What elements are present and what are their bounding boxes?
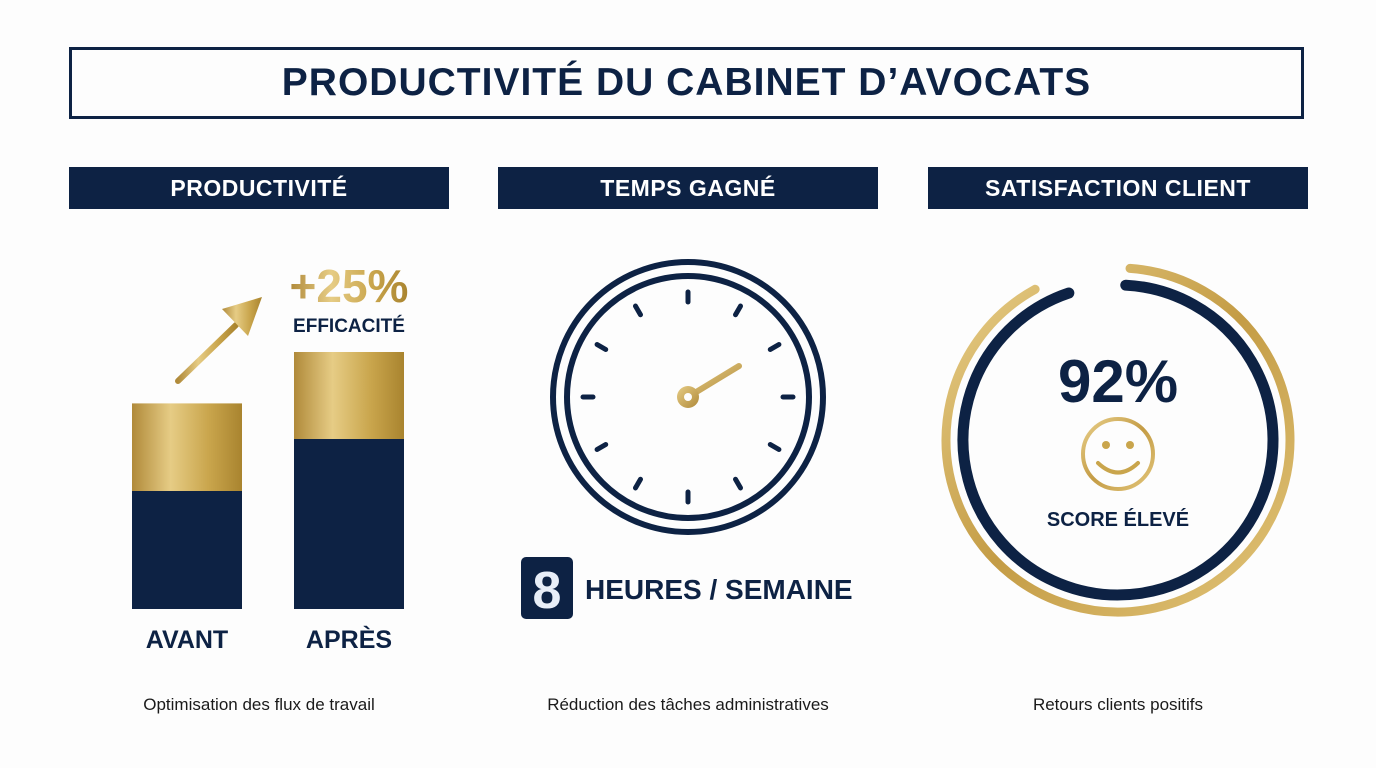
bar-après	[294, 352, 404, 609]
section-header-satisfaction: SATISFACTION CLIENT	[928, 167, 1308, 209]
clock-icon	[550, 259, 826, 535]
clock-tick	[633, 476, 643, 491]
hours-digit: 8	[533, 562, 562, 620]
clock-tick	[594, 342, 609, 352]
digit-box	[521, 557, 573, 619]
caption-time: Réduction des tâches administratives	[547, 695, 829, 714]
satisfaction-ring: 92% SCORE ÉLEVÉ	[941, 263, 1295, 617]
hours-label: HEURES / SEMAINE	[585, 574, 853, 605]
efficiency-label: EFFICACITÉ	[293, 315, 405, 337]
caption-productivity: Optimisation des flux de travail	[143, 695, 375, 714]
bar-label: AVANT	[146, 626, 228, 654]
page-title: PRODUCTIVITÉ DU CABINET D’AVOCATS	[281, 61, 1092, 104]
clock-tick	[767, 442, 782, 452]
smiley-icon	[1081, 417, 1155, 491]
ring-outer-gold	[941, 263, 1295, 617]
ring-inner-navy	[957, 279, 1279, 601]
bar-label: APRÈS	[306, 625, 392, 654]
bar-avant	[132, 403, 242, 609]
productivity-bar-chart: AVANT APRÈS +25% EFFICACITÉ	[92, 260, 427, 654]
clock-tick	[733, 303, 743, 318]
clock-tick	[594, 442, 609, 452]
satisfaction-score: 92%	[1058, 348, 1178, 415]
caption-satisfaction: Retours clients positifs	[1032, 695, 1204, 714]
clock-tick	[767, 342, 782, 352]
section-header-productivity: PRODUCTIVITÉ	[69, 167, 449, 209]
hours-per-week: 8 HEURES / SEMAINE	[521, 557, 862, 634]
title-box: PRODUCTIVITÉ DU CABINET D’AVOCATS	[69, 47, 1304, 119]
section-header-time: TEMPS GAGNÉ	[498, 167, 878, 209]
efficiency-value: +25%	[290, 260, 409, 312]
growth-arrow-icon	[175, 297, 262, 384]
clock-tick	[633, 303, 643, 318]
satisfaction-label: SCORE ÉLEVÉ	[1047, 508, 1189, 531]
clock-tick	[733, 476, 743, 491]
